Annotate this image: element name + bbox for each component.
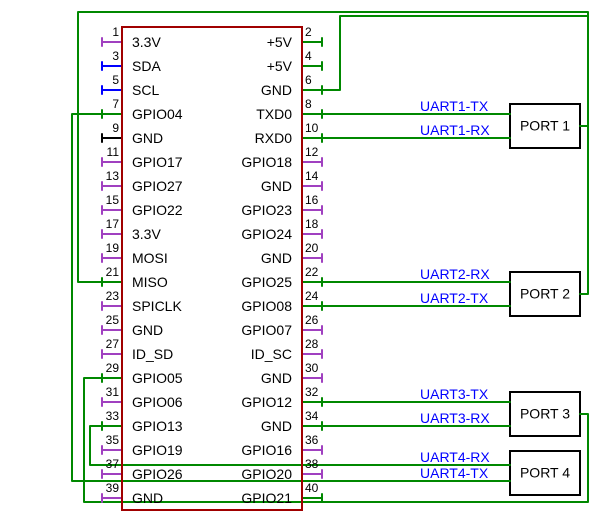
pin-label: MISO — [132, 274, 168, 290]
pin-label: GPIO26 — [132, 466, 183, 482]
pin-number: 39 — [106, 481, 120, 495]
uart-label: UART2-TX — [420, 290, 489, 306]
pin-number: 31 — [106, 385, 120, 399]
pin-number: 25 — [106, 313, 120, 327]
pin-number: 4 — [305, 49, 312, 63]
pin-number: 1 — [112, 25, 119, 39]
pin-label: GPIO13 — [132, 418, 183, 434]
pin-label: SCL — [132, 82, 159, 98]
uart-label: UART3-RX — [420, 410, 490, 426]
pin-number: 35 — [106, 433, 120, 447]
pin-label: GND — [261, 250, 292, 266]
pin-label: +5V — [267, 34, 293, 50]
port-label: PORT 3 — [520, 406, 570, 422]
pin-number: 23 — [106, 289, 120, 303]
pin-number: 14 — [305, 169, 319, 183]
pin-number: 2 — [305, 25, 312, 39]
pin-label: GND — [261, 370, 292, 386]
pin-number: 27 — [106, 337, 120, 351]
pin-label: GPIO08 — [241, 298, 292, 314]
pin-label: GPIO24 — [241, 226, 292, 242]
pin-label: GND — [261, 82, 292, 98]
pin-number: 16 — [305, 193, 319, 207]
pin-number: 17 — [106, 217, 120, 231]
pin-number: 29 — [106, 361, 120, 375]
pin-label: GPIO23 — [241, 202, 292, 218]
port-label: PORT 1 — [520, 118, 570, 134]
chip-outline — [122, 27, 302, 510]
pin-label: GPIO18 — [241, 154, 292, 170]
pin-number: 32 — [305, 385, 319, 399]
pin-label: GPIO04 — [132, 106, 183, 122]
pin-label: SPICLK — [132, 298, 182, 314]
pin-label: ID_SD — [132, 346, 173, 362]
pin-number: 6 — [305, 73, 312, 87]
pin-number: 38 — [305, 457, 319, 471]
pin-number: 8 — [305, 97, 312, 111]
pin-number: 22 — [305, 265, 319, 279]
pin-number: 11 — [107, 145, 120, 159]
pin-label: ID_SC — [251, 346, 292, 362]
pin-number: 21 — [106, 265, 120, 279]
pin-label: GPIO06 — [132, 394, 183, 410]
pin-number: 18 — [305, 217, 319, 231]
pin-number: 36 — [305, 433, 319, 447]
pin-number: 15 — [106, 193, 120, 207]
pin-label: GPIO17 — [132, 154, 183, 170]
pin-label: +5V — [267, 58, 293, 74]
uart-label: UART1-RX — [420, 122, 490, 138]
pin-number: 19 — [106, 241, 120, 255]
pin-label: GND — [261, 178, 292, 194]
pin-label: TXD0 — [256, 106, 292, 122]
pin-label: GPIO22 — [132, 202, 183, 218]
pin-label: GND — [132, 322, 163, 338]
pin-number: 10 — [305, 121, 319, 135]
uart-label: UART3-TX — [420, 386, 489, 402]
pin-label: GPIO16 — [241, 442, 292, 458]
port-label: PORT 4 — [520, 465, 570, 481]
pin-label: GND — [132, 490, 163, 506]
pin-number: 12 — [305, 145, 319, 159]
pin-label: GPIO07 — [241, 322, 292, 338]
pin-label: SDA — [132, 58, 161, 74]
pin-number: 7 — [112, 97, 119, 111]
pin-label: GPIO05 — [132, 370, 183, 386]
pin-number: 13 — [106, 169, 120, 183]
pin-label: GPIO19 — [132, 442, 183, 458]
pin-number: 40 — [305, 481, 319, 495]
uart-label: UART4-RX — [420, 449, 490, 465]
pin-label: MOSI — [132, 250, 168, 266]
pin-number: 33 — [106, 409, 120, 423]
pin-label: GPIO20 — [241, 466, 292, 482]
pin-number: 28 — [305, 337, 319, 351]
pinout-diagram: UART1-TX UART1-RX PORT 1 UART2-RX UART2-TX PO… — [0, 0, 600, 514]
pin-number: 9 — [112, 121, 119, 135]
pin-number: 5 — [112, 73, 119, 87]
pin-label: GPIO25 — [241, 274, 292, 290]
pin-number: 24 — [305, 289, 319, 303]
pin-label: 3.3V — [132, 34, 161, 50]
uart-label: UART2-RX — [420, 266, 490, 282]
pin-label: GND — [132, 130, 163, 146]
port-label: PORT 2 — [520, 286, 570, 302]
pin-label: GPIO12 — [241, 394, 292, 410]
uart-label: UART1-TX — [420, 98, 489, 114]
pin-label: GND — [261, 418, 292, 434]
pin-label: GPIO27 — [132, 178, 183, 194]
pin-number: 34 — [305, 409, 319, 423]
pin-number: 30 — [305, 361, 319, 375]
pin-label: GPIO21 — [241, 490, 292, 506]
pin-label: RXD0 — [255, 130, 293, 146]
uart-label: UART4-TX — [420, 465, 489, 481]
pin-number: 37 — [106, 457, 120, 471]
pin-number: 3 — [112, 49, 119, 63]
pin-number: 20 — [305, 241, 319, 255]
pin-number: 26 — [305, 313, 319, 327]
pin-label: 3.3V — [132, 226, 161, 242]
